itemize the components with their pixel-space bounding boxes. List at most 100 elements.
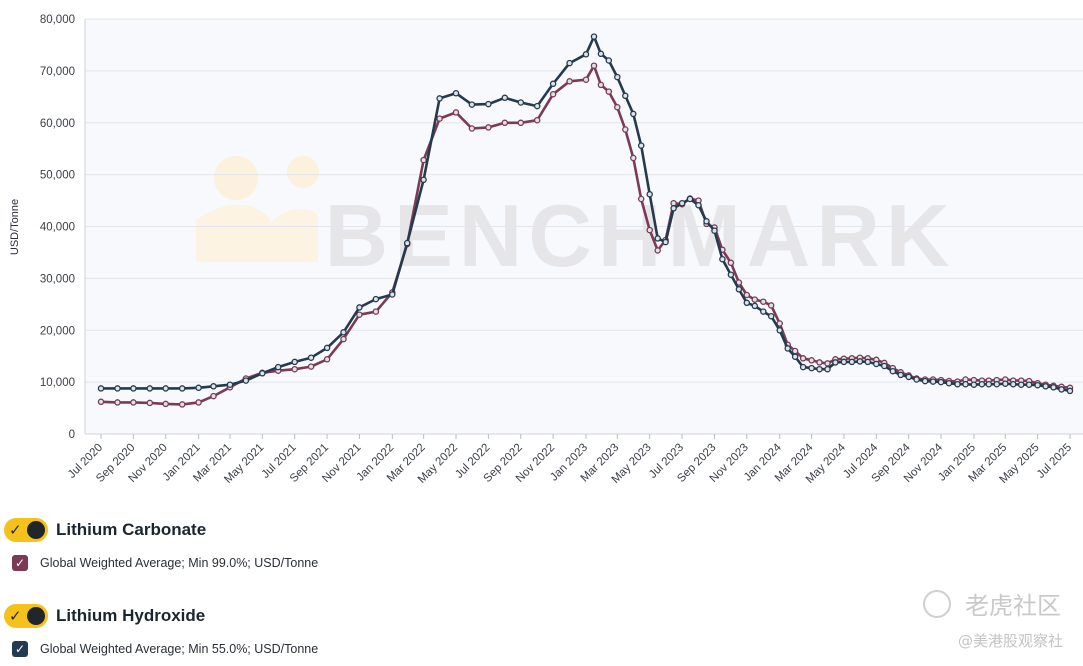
data-point-hydroxide [1042, 383, 1049, 390]
data-point-carbonate [590, 62, 598, 69]
legend-title-carbonate: Lithium Carbonate [56, 520, 207, 539]
x-tick-label: Jul 2025 [1035, 442, 1074, 481]
overlay-watermark-main: 老虎社区 [923, 586, 1061, 621]
data-point-hydroxide [549, 80, 557, 88]
y-tick-label: 40,000 [40, 222, 75, 234]
data-point-carbonate [323, 356, 331, 363]
data-point-carbonate [533, 116, 541, 124]
watermark-logo-shape [262, 208, 318, 262]
data-point-carbonate [549, 90, 557, 98]
data-point-hydroxide [1066, 387, 1074, 395]
data-point-hydroxide [954, 380, 961, 388]
y-axis-title: USD/Tonne [9, 199, 21, 255]
data-point-hydroxide [1050, 384, 1057, 391]
data-point-hydroxide [735, 286, 743, 293]
data-point-hydroxide [791, 353, 799, 360]
data-point-hydroxide [501, 94, 509, 102]
data-point-hydroxide [743, 299, 751, 307]
data-point-hydroxide [962, 380, 969, 388]
data-point-hydroxide [274, 363, 282, 371]
data-point-carbonate [210, 392, 217, 400]
data-point-carbonate [630, 154, 637, 162]
data-point-carbonate [597, 81, 605, 89]
data-point-carbonate [195, 399, 202, 406]
toggle-lithium-hydroxide[interactable]: ✓ [4, 604, 48, 628]
watermark-logo-dot [214, 156, 258, 200]
data-point-carbonate [468, 125, 476, 132]
data-point-carbonate [654, 247, 661, 254]
data-point-carbonate [582, 76, 590, 83]
data-point-carbonate [605, 88, 613, 95]
checkbox-hydroxide-series[interactable]: ✓ [12, 641, 28, 657]
data-point-carbonate [291, 365, 298, 373]
data-point-carbonate [97, 398, 105, 406]
data-point-hydroxide [97, 385, 105, 392]
data-point-hydroxide [848, 358, 856, 366]
data-point-hydroxide [403, 239, 411, 247]
data-point-carbonate [517, 119, 525, 127]
data-point-carbonate [178, 401, 186, 408]
data-point-hydroxide [340, 329, 347, 336]
data-point-hydroxide [897, 371, 904, 379]
data-point-carbonate [670, 199, 677, 207]
data-point-carbonate [637, 195, 645, 203]
data-point-hydroxide [670, 205, 677, 212]
toggle-lithium-carbonate[interactable]: ✓ [4, 518, 48, 542]
data-point-carbonate [130, 399, 137, 406]
data-point-carbonate [372, 308, 380, 315]
data-point-carbonate [808, 357, 815, 364]
data-point-hydroxide [727, 271, 735, 278]
toggle-knob [27, 521, 45, 539]
data-point-hydroxide [210, 383, 217, 390]
y-tick-label: 60,000 [40, 118, 75, 130]
data-point-hydroxide [767, 312, 775, 320]
data-point-hydroxide [799, 363, 807, 371]
y-tick-label: 0 [69, 429, 75, 441]
data-point-hydroxide [993, 380, 1001, 388]
data-point-hydroxide [468, 101, 476, 108]
data-point-carbonate [751, 296, 759, 303]
overlay-watermark-sub: @美港股观察社 [957, 632, 1063, 650]
data-point-carbonate [340, 335, 347, 343]
checkbox-carbonate-series[interactable]: ✓ [12, 555, 28, 571]
data-point-hydroxide [436, 95, 443, 102]
data-point-hydroxide [686, 195, 694, 203]
data-point-hydroxide [389, 291, 396, 298]
y-tick-label: 30,000 [40, 273, 75, 285]
data-point-hydroxide [881, 362, 888, 370]
data-point-hydroxide [178, 385, 186, 392]
legend-group-carbonate: ✓ Lithium Carbonate ✓ Global Weighted Av… [4, 517, 318, 571]
data-point-hydroxide [695, 201, 702, 209]
data-point-carbonate [743, 291, 751, 299]
legend-title-hydroxide: Lithium Hydroxide [56, 606, 206, 625]
data-point-hydroxide [637, 142, 645, 149]
data-point-hydroxide [356, 304, 363, 311]
check-icon: ✓ [9, 607, 22, 625]
data-point-hydroxide [597, 50, 605, 58]
data-point-carbonate [307, 363, 315, 370]
data-point-hydroxide [751, 302, 759, 310]
data-point-carbonate [436, 115, 443, 122]
data-point-hydroxide [832, 359, 839, 366]
y-tick-label: 10,000 [40, 377, 75, 389]
data-point-hydroxide [840, 358, 848, 366]
data-point-hydroxide [420, 176, 427, 184]
data-point-carbonate [824, 360, 831, 367]
data-point-hydroxide [1058, 386, 1065, 393]
data-point-hydroxide [1025, 381, 1033, 388]
series-label-carbonate: Global Weighted Average; Min 99.0%; USD/… [40, 556, 319, 570]
toggle-knob [27, 607, 45, 625]
data-point-carbonate [566, 78, 573, 85]
data-point-hydroxide [1009, 380, 1017, 388]
data-point-hydroxide [808, 364, 815, 372]
data-point-hydroxide [622, 92, 629, 100]
data-point-carbonate [816, 359, 823, 366]
data-point-hydroxide [985, 380, 993, 388]
data-point-hydroxide [711, 227, 718, 234]
data-point-hydroxide [291, 358, 298, 366]
data-point-hydroxide [978, 380, 986, 388]
data-point-carbonate [114, 399, 121, 406]
data-point-carbonate [799, 355, 807, 362]
chart-svg: BENCHMARK 0 10,000 20,000 30,000 40,000 50,000… [9, 14, 1083, 486]
data-point-hydroxide [784, 345, 791, 352]
